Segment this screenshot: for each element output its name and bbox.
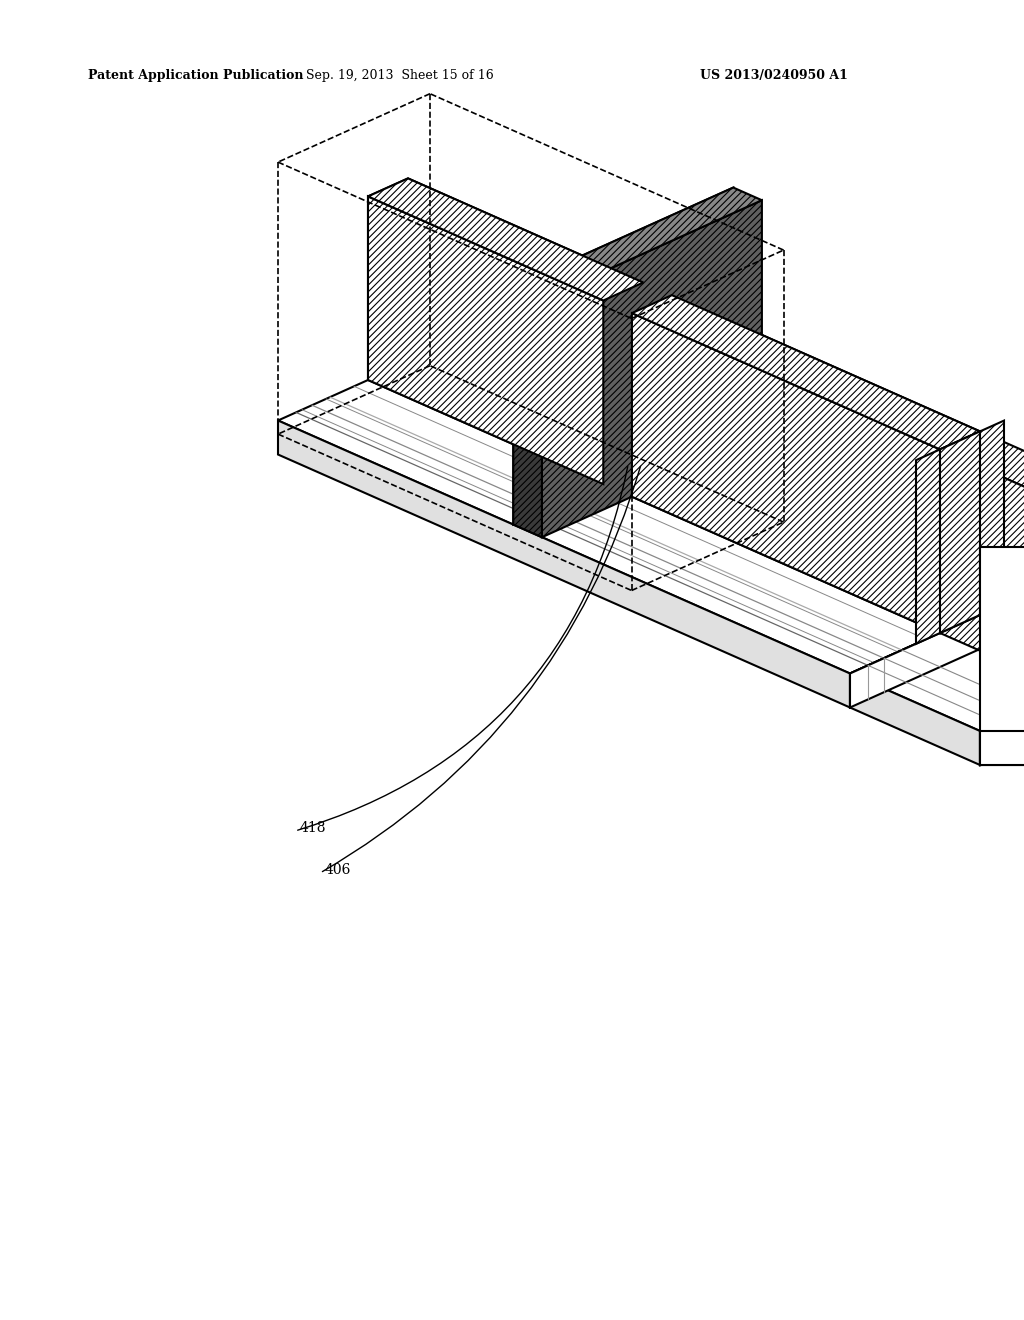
Bar	[980, 548, 1024, 766]
Bar	[980, 731, 1024, 766]
Polygon shape	[632, 313, 940, 634]
Polygon shape	[542, 201, 762, 537]
Polygon shape	[278, 421, 850, 708]
Polygon shape	[940, 432, 980, 634]
Polygon shape	[368, 197, 940, 634]
Polygon shape	[513, 187, 762, 300]
Polygon shape	[980, 632, 1024, 766]
Polygon shape	[940, 432, 1024, 507]
Polygon shape	[980, 632, 1024, 766]
Polygon shape	[368, 178, 643, 301]
Text: US 2013/0240950 A1: US 2013/0240950 A1	[700, 69, 848, 82]
Text: Sep. 19, 2013  Sheet 15 of 16: Sep. 19, 2013 Sheet 15 of 16	[306, 69, 494, 82]
Polygon shape	[850, 673, 980, 766]
Polygon shape	[513, 187, 733, 524]
Polygon shape	[850, 574, 1024, 731]
Text: 406: 406	[325, 863, 351, 876]
Polygon shape	[278, 322, 1024, 673]
Polygon shape	[408, 178, 980, 615]
Polygon shape	[368, 197, 603, 484]
Text: 418: 418	[300, 821, 327, 836]
Polygon shape	[513, 286, 542, 537]
Polygon shape	[632, 296, 980, 449]
Polygon shape	[368, 178, 980, 449]
Polygon shape	[940, 449, 1024, 690]
Polygon shape	[850, 574, 1024, 708]
Polygon shape	[850, 574, 1024, 708]
Text: FIG. 4G: FIG. 4G	[790, 524, 932, 557]
Text: Patent Application Publication: Patent Application Publication	[88, 69, 303, 82]
Polygon shape	[916, 421, 1004, 644]
